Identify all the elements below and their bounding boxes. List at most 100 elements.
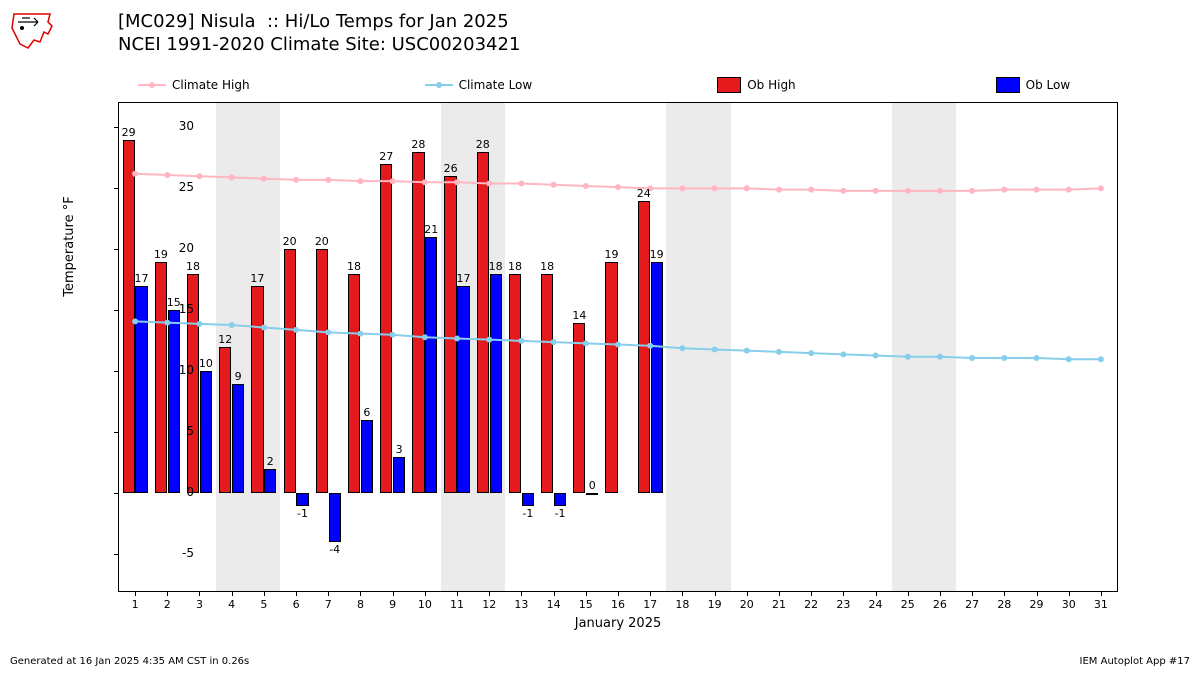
bar-ob-low bbox=[264, 469, 276, 493]
title-line1: [MC029] Nisula :: Hi/Lo Temps for Jan 20… bbox=[118, 11, 509, 32]
x-tick-label: 27 bbox=[965, 598, 979, 611]
x-tick-label: 30 bbox=[1062, 598, 1076, 611]
bar-ob-high bbox=[444, 176, 456, 493]
x-tick-label: 25 bbox=[901, 598, 915, 611]
x-tick-label: 8 bbox=[357, 598, 364, 611]
bar-ob-low bbox=[586, 493, 598, 495]
bar-label: -1 bbox=[522, 507, 533, 520]
bar-ob-low bbox=[651, 262, 663, 494]
bar-ob-low bbox=[425, 237, 437, 493]
x-tick-label: 12 bbox=[482, 598, 496, 611]
bar-label: 18 bbox=[489, 260, 503, 273]
bar-label: 24 bbox=[637, 187, 651, 200]
x-tick-label: 19 bbox=[708, 598, 722, 611]
x-tick-label: 18 bbox=[675, 598, 689, 611]
legend-label: Ob Low bbox=[1026, 78, 1071, 92]
y-tick-label: 10 bbox=[179, 363, 194, 377]
bar-label: 17 bbox=[250, 272, 264, 285]
x-tick-label: 20 bbox=[740, 598, 754, 611]
legend-line-icon bbox=[425, 84, 453, 86]
bar-label: -4 bbox=[329, 543, 340, 556]
bar-label: 20 bbox=[283, 235, 297, 248]
bar-label: 26 bbox=[444, 162, 458, 175]
plot-area: 1234567891011121314151617181920212223242… bbox=[118, 102, 1118, 592]
y-tick-label: 15 bbox=[179, 302, 194, 316]
bar-label: 18 bbox=[186, 260, 200, 273]
legend-ob-low: Ob Low bbox=[996, 77, 1071, 93]
bar-label: 19 bbox=[154, 248, 168, 261]
x-tick-label: 7 bbox=[325, 598, 332, 611]
weekend-band bbox=[892, 103, 956, 591]
bar-ob-high bbox=[638, 201, 650, 494]
legend-label: Climate High bbox=[172, 78, 250, 92]
bar-label: -1 bbox=[555, 507, 566, 520]
legend-line-icon bbox=[138, 84, 166, 86]
x-tick-label: 4 bbox=[228, 598, 235, 611]
x-tick-label: 11 bbox=[450, 598, 464, 611]
bar-ob-high bbox=[316, 249, 328, 493]
y-tick-label: 0 bbox=[186, 485, 194, 499]
bar-ob-high bbox=[573, 323, 585, 494]
bar-ob-low bbox=[522, 493, 534, 505]
bar-label: 9 bbox=[235, 370, 242, 383]
bar-ob-high bbox=[605, 262, 617, 494]
x-tick-label: 23 bbox=[836, 598, 850, 611]
iem-logo bbox=[8, 8, 56, 56]
bar-label: 28 bbox=[411, 138, 425, 151]
x-tick-label: 1 bbox=[132, 598, 139, 611]
bar-ob-low bbox=[168, 310, 180, 493]
bar-ob-high bbox=[477, 152, 489, 494]
bar-ob-low bbox=[361, 420, 373, 493]
legend-rect-icon bbox=[717, 77, 741, 93]
legend-climate-low: Climate Low bbox=[425, 78, 533, 92]
bar-label: 29 bbox=[122, 126, 136, 139]
x-tick-label: 2 bbox=[164, 598, 171, 611]
bar-ob-low bbox=[296, 493, 308, 505]
x-tick-label: 29 bbox=[1030, 598, 1044, 611]
bar-ob-low bbox=[232, 384, 244, 494]
x-tick-label: 28 bbox=[997, 598, 1011, 611]
footer-app: IEM Autoplot App #17 bbox=[1080, 656, 1190, 667]
bar-label: 6 bbox=[363, 406, 370, 419]
bar-label: -1 bbox=[297, 507, 308, 520]
bar-label: 20 bbox=[315, 235, 329, 248]
x-tick-label: 21 bbox=[772, 598, 786, 611]
bar-label: 3 bbox=[396, 443, 403, 456]
bar-ob-high bbox=[348, 274, 360, 494]
bar-label: 17 bbox=[135, 272, 149, 285]
bar-label: 19 bbox=[650, 248, 664, 261]
legend-ob-high: Ob High bbox=[717, 77, 795, 93]
y-tick-label: -5 bbox=[182, 546, 194, 560]
bar-label: 21 bbox=[424, 223, 438, 236]
x-tick-label: 22 bbox=[804, 598, 818, 611]
x-tick-label: 16 bbox=[611, 598, 625, 611]
bar-ob-low bbox=[200, 371, 212, 493]
bar-ob-high bbox=[284, 249, 296, 493]
bar-label: 0 bbox=[589, 479, 596, 492]
chart-title: [MC029] Nisula :: Hi/Lo Temps for Jan 20… bbox=[118, 10, 520, 57]
x-tick-label: 13 bbox=[514, 598, 528, 611]
bar-label: 18 bbox=[347, 260, 361, 273]
bar-ob-low bbox=[329, 493, 341, 542]
x-tick-label: 17 bbox=[643, 598, 657, 611]
bar-ob-low bbox=[457, 286, 469, 493]
bar-label: 18 bbox=[540, 260, 554, 273]
legend-label: Climate Low bbox=[459, 78, 533, 92]
bar-label: 2 bbox=[267, 455, 274, 468]
x-tick-label: 9 bbox=[389, 598, 396, 611]
bar-ob-high bbox=[155, 262, 167, 494]
bar-ob-high bbox=[412, 152, 424, 494]
bar-label: 14 bbox=[572, 309, 586, 322]
bar-ob-high bbox=[251, 286, 263, 493]
x-tick-label: 5 bbox=[260, 598, 267, 611]
bar-ob-low bbox=[554, 493, 566, 505]
bar-ob-low bbox=[393, 457, 405, 494]
legend-label: Ob High bbox=[747, 78, 795, 92]
bar-ob-low bbox=[490, 274, 502, 494]
footer-generated: Generated at 16 Jan 2025 4:35 AM CST in … bbox=[10, 656, 249, 667]
x-tick-label: 10 bbox=[418, 598, 432, 611]
y-tick-label: 25 bbox=[179, 180, 194, 194]
bar-label: 27 bbox=[379, 150, 393, 163]
bar-ob-high bbox=[219, 347, 231, 493]
bar-ob-low bbox=[135, 286, 147, 493]
